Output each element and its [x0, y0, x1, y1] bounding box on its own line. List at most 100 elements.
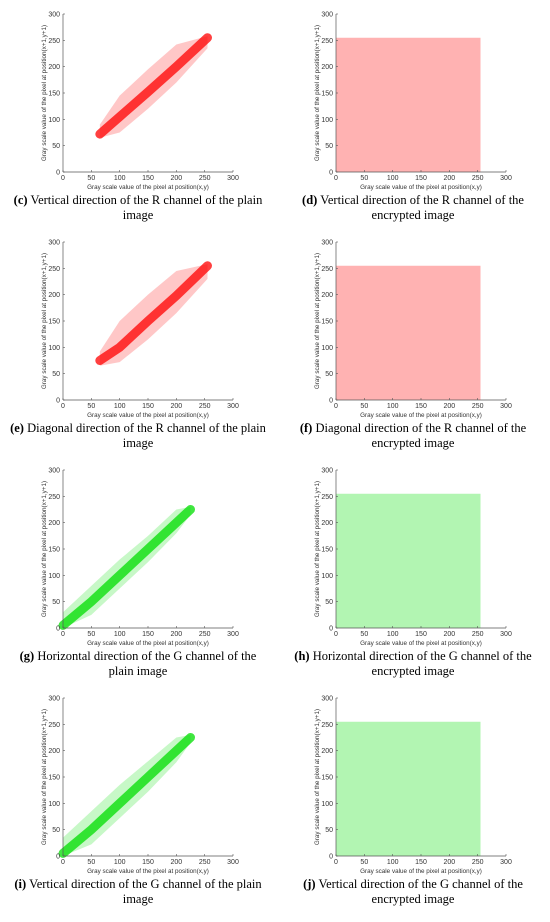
y-axis-label: Gray scale value of the pixel at positio… [41, 253, 48, 389]
caption-text: Vertical direction of the G channel of t… [318, 877, 523, 906]
x-axis-label: Gray scale value of the pixel at positio… [360, 868, 482, 875]
y-tick-label: 100 [48, 345, 60, 352]
x-tick-label: 50 [360, 631, 368, 638]
y-tick-label: 100 [48, 117, 60, 124]
y-tick-label: 0 [329, 854, 333, 861]
scatter-cloud [336, 37, 481, 173]
panel: 0 50 100 150 200 250 300 0 50 100 150 200 250 300 Gray… [275, 0, 550, 228]
chart: 0 50 100 150 200 250 300050100150200250300Gray… [41, 240, 239, 420]
y-tick-label: 150 [321, 775, 333, 782]
x-tick-label: 150 [142, 859, 154, 866]
x-tick-label: 300 [227, 403, 239, 410]
x-tick-label: 50 [87, 175, 95, 182]
x-tick-label: 300 [227, 631, 239, 638]
scatter-cloud [336, 721, 481, 856]
y-axis-label: Gray scale value of the pixel at positio… [41, 25, 48, 161]
scatter-cloud [336, 493, 481, 628]
caption: (g) Horizontal direction of the G channe… [6, 649, 270, 679]
caption-label: (i) [14, 877, 27, 891]
y-axis-label: Gray scale value of the pixel at positio… [314, 481, 321, 617]
x-tick-label: 300 [500, 403, 512, 410]
x-tick-label: 150 [415, 175, 427, 182]
x-tick-label: 200 [170, 403, 182, 410]
y-axis-label: Gray scale value of the pixel at positio… [41, 481, 48, 617]
y-tick-label: 250 [321, 266, 333, 273]
x-axis-label: Gray scale value of the pixel at positio… [360, 412, 482, 419]
x-tick-label: 200 [443, 175, 455, 182]
x-tick-label: 0 [61, 631, 65, 638]
x-tick-label: 250 [199, 175, 211, 182]
x-tick-label: 250 [472, 403, 484, 410]
x-tick-label: 200 [443, 859, 455, 866]
y-tick-label: 200 [48, 64, 60, 71]
caption: (j) Vertical direction of the G channel … [281, 877, 545, 907]
y-tick-label: 50 [52, 371, 60, 378]
y-tick-label: 300 [48, 468, 60, 475]
caption-text: Horizontal direction of the G channel of… [312, 649, 532, 678]
x-tick-label: 0 [334, 859, 338, 866]
caption: (d) Vertical direction of the R channel … [281, 193, 545, 223]
x-tick-label: 100 [387, 631, 399, 638]
x-tick-label: 50 [360, 403, 368, 410]
scatter-core [95, 33, 212, 139]
y-tick-label: 50 [325, 371, 333, 378]
x-tick-label: 150 [415, 859, 427, 866]
y-tick-label: 200 [48, 520, 60, 527]
y-tick-label: 250 [48, 266, 60, 273]
x-axis-label: Gray scale value of the pixel at positio… [360, 640, 482, 647]
panel: 0 50 100 150 200 250 300 0 50 100 150 200 250 300 Gray… [0, 456, 275, 684]
caption-label: (j) [303, 877, 316, 891]
y-tick-label: 200 [321, 64, 333, 71]
caption-label: (h) [294, 649, 310, 663]
chart: 0 50 100 150 200 250 300050100150200250300Gray… [41, 468, 239, 648]
x-tick-label: 0 [61, 175, 65, 182]
y-tick-label: 200 [48, 292, 60, 299]
scatter-cloud [336, 265, 481, 400]
caption-text: Diagonal direction of the R channel of t… [315, 421, 527, 450]
x-tick-label: 100 [114, 403, 126, 410]
caption: (e) Diagonal direction of the R channel … [6, 421, 270, 451]
y-tick-label: 0 [56, 626, 60, 633]
x-tick-label: 100 [114, 859, 126, 866]
chart: 0 50 100 150 200 250 300050100150200250300Gray… [41, 696, 239, 876]
caption-text: Horizontal direction of the G channel of… [37, 649, 257, 678]
x-tick-label: 200 [170, 631, 182, 638]
x-tick-label: 200 [170, 859, 182, 866]
y-tick-label: 0 [329, 626, 333, 633]
caption-label: (g) [19, 649, 35, 663]
y-tick-label: 200 [321, 520, 333, 527]
chart: 0 50 100 150 200 250 300050100150200250300Gray… [41, 12, 239, 192]
panel: 0 50 100 150 200 250 300 0 50 100 150 200 250 300 Gray… [275, 228, 550, 456]
x-tick-label: 300 [227, 175, 239, 182]
y-tick-label: 300 [321, 696, 333, 703]
y-tick-label: 150 [48, 319, 60, 326]
panel: 0 50 100 150 200 250 300 0 50 100 150 200 250 300 Gray… [0, 684, 275, 912]
y-tick-label: 300 [321, 468, 333, 475]
x-tick-label: 150 [142, 175, 154, 182]
x-tick-label: 50 [360, 859, 368, 866]
x-tick-label: 50 [87, 859, 95, 866]
x-tick-label: 250 [199, 631, 211, 638]
y-tick-label: 150 [48, 775, 60, 782]
x-tick-label: 100 [114, 631, 126, 638]
y-tick-label: 300 [321, 12, 333, 19]
x-tick-label: 250 [199, 403, 211, 410]
y-tick-label: 200 [321, 292, 333, 299]
x-tick-label: 0 [334, 403, 338, 410]
caption-label: (e) [10, 421, 24, 435]
y-tick-label: 150 [48, 91, 60, 98]
y-tick-label: 100 [321, 801, 333, 808]
x-axis-label: Gray scale value of the pixel at positio… [87, 184, 209, 191]
x-tick-label: 150 [142, 403, 154, 410]
x-tick-label: 0 [61, 859, 65, 866]
y-axis-label: Gray scale value of the pixel at positio… [314, 253, 321, 389]
y-tick-label: 250 [48, 38, 60, 45]
y-tick-label: 50 [325, 599, 333, 606]
x-tick-label: 50 [360, 175, 368, 182]
x-tick-label: 300 [500, 631, 512, 638]
y-tick-label: 50 [52, 143, 60, 150]
caption-label: (f) [299, 421, 313, 435]
y-tick-label: 100 [48, 801, 60, 808]
y-tick-label: 300 [321, 240, 333, 247]
